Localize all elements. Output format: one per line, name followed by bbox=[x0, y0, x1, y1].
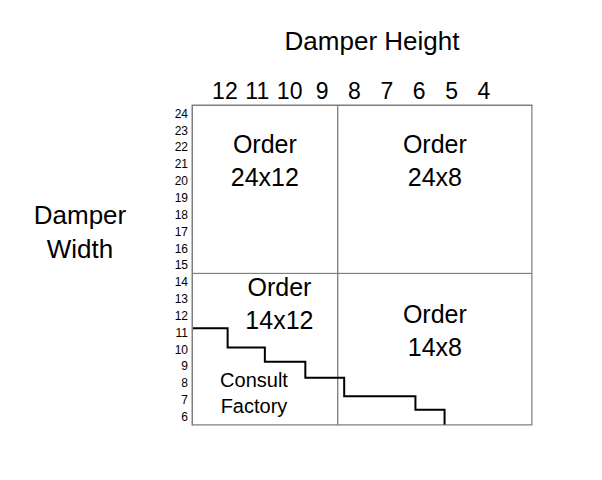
y-tick: 10 bbox=[175, 343, 192, 357]
y-axis: 24 23 22 21 20 19 18 17 16 15 14 13 12 11 10 9 8 7 6 bbox=[175, 106, 193, 426]
y-tick: 6 bbox=[181, 410, 192, 424]
region-label: 24x8 bbox=[408, 163, 462, 191]
y-tick: 15 bbox=[175, 258, 192, 272]
region-label: 14x12 bbox=[245, 306, 313, 334]
y-tick: 21 bbox=[175, 157, 192, 171]
x-tick-label: 12 bbox=[212, 78, 238, 104]
region bbox=[192, 105, 338, 273]
y-tick: 18 bbox=[175, 208, 192, 222]
x-tick: 12 bbox=[212, 78, 238, 105]
y-tick: 14 bbox=[175, 275, 192, 289]
x-tick: 9 bbox=[316, 78, 329, 105]
x-tick: 4 bbox=[478, 78, 491, 105]
y-tick-label: 17 bbox=[175, 225, 189, 239]
x-tick-label: 8 bbox=[348, 78, 361, 104]
plot-area bbox=[192, 105, 532, 425]
region-label: Order bbox=[403, 300, 467, 328]
y-tick-label: 24 bbox=[175, 107, 189, 121]
x-tick: 10 bbox=[277, 78, 303, 105]
region bbox=[338, 273, 532, 425]
y-tick: 13 bbox=[175, 292, 192, 306]
y-tick: 7 bbox=[181, 393, 192, 407]
y-tick-label: 18 bbox=[175, 208, 189, 222]
y-tick-label: 13 bbox=[175, 292, 189, 306]
y-tick-label: 11 bbox=[176, 326, 189, 340]
x-tick: 5 bbox=[445, 78, 458, 105]
y-tick-label: 10 bbox=[175, 343, 189, 357]
x-tick-label: 9 bbox=[316, 78, 329, 104]
y-tick-label: 8 bbox=[181, 376, 188, 390]
y-tick-label: 19 bbox=[175, 191, 189, 205]
x-tick-label: 5 bbox=[445, 78, 458, 104]
y-tick: 8 bbox=[181, 376, 192, 390]
y-tick: 12 bbox=[175, 309, 192, 323]
y-tick: 17 bbox=[175, 225, 192, 239]
y-tick: 20 bbox=[175, 174, 192, 188]
y-tick-label: 12 bbox=[175, 309, 189, 323]
y-tick-label: 16 bbox=[175, 241, 189, 255]
y-axis-title: DamperWidth bbox=[34, 200, 127, 264]
y-tick: 11 bbox=[176, 326, 192, 340]
consult-boundary bbox=[192, 328, 445, 425]
y-tick-label: 14 bbox=[175, 275, 189, 289]
y-tick-label: 21 bbox=[175, 157, 189, 171]
x-tick: 11 bbox=[245, 78, 269, 105]
y-tick: 16 bbox=[175, 241, 192, 255]
region bbox=[338, 105, 532, 273]
x-tick-label: 10 bbox=[277, 78, 303, 104]
y-tick: 24 bbox=[175, 107, 192, 121]
y-tick-label: 23 bbox=[175, 124, 189, 138]
chart: 1211109876542423222120191817161514131211… bbox=[0, 0, 602, 480]
y-tick-label: 22 bbox=[175, 140, 189, 154]
y-tick-label: 7 bbox=[181, 393, 188, 407]
x-tick-label: 4 bbox=[478, 78, 491, 104]
region-label: Order bbox=[233, 130, 297, 158]
y-tick-label: 15 bbox=[175, 258, 189, 272]
consult-label: Factory bbox=[221, 395, 288, 417]
x-axis-title: Damper Height bbox=[285, 26, 461, 56]
y-tick: 22 bbox=[175, 140, 192, 154]
plot-frame bbox=[192, 105, 532, 425]
x-tick: 6 bbox=[413, 78, 426, 105]
y-tick: 9 bbox=[181, 359, 192, 373]
x-tick-label: 6 bbox=[413, 78, 426, 104]
y-tick-label: 20 bbox=[175, 174, 189, 188]
x-tick: 7 bbox=[380, 78, 393, 105]
region-label: 24x12 bbox=[231, 163, 299, 191]
x-tick-label: 7 bbox=[380, 78, 393, 104]
x-axis: 12 11 10 987654 bbox=[193, 78, 533, 106]
consult-label: Consult bbox=[220, 369, 288, 391]
y-tick-label: 9 bbox=[181, 359, 188, 373]
region-label: Order bbox=[403, 130, 467, 158]
y-tick: 23 bbox=[175, 124, 192, 138]
y-tick: 19 bbox=[175, 191, 192, 205]
region-label: Order bbox=[247, 273, 311, 301]
x-tick-label: 11 bbox=[245, 78, 269, 104]
x-axis-line bbox=[193, 105, 533, 106]
y-axis-line bbox=[192, 106, 193, 426]
x-tick: 8 bbox=[348, 78, 361, 105]
region-label: 14x8 bbox=[408, 333, 462, 361]
y-tick-label: 6 bbox=[181, 410, 188, 424]
